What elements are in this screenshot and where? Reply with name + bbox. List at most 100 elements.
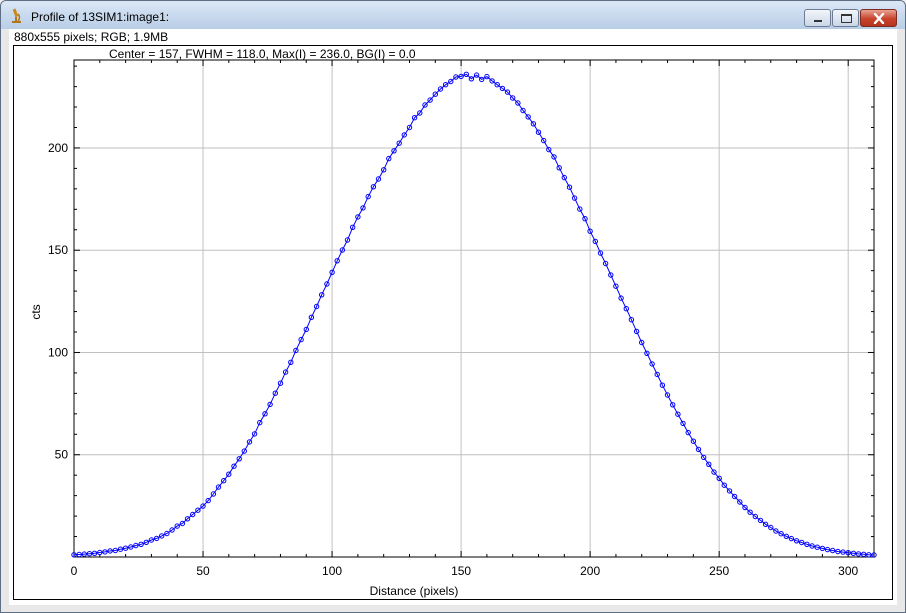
data-point [391, 148, 397, 154]
data-point [406, 124, 413, 131]
data-point [525, 114, 531, 120]
data-point [840, 549, 846, 555]
data-point [649, 361, 655, 367]
data-point [159, 533, 165, 539]
data-point [360, 205, 366, 211]
close-button[interactable] [860, 9, 897, 27]
data-point [442, 82, 449, 88]
data-point [551, 154, 557, 160]
data-point [520, 107, 526, 114]
data-point [778, 531, 784, 537]
title-bar[interactable]: Profile of 13SIM1:image1: [1, 1, 905, 29]
data-point [339, 247, 346, 253]
data-point [355, 214, 361, 220]
data-point [458, 73, 464, 80]
data-point [344, 237, 351, 243]
data-point [499, 85, 506, 92]
data-point [122, 545, 129, 551]
data-point [293, 347, 299, 354]
data-point [644, 350, 650, 356]
data-point [535, 129, 542, 135]
data-point [71, 552, 77, 558]
data-point [148, 537, 155, 543]
data-point [267, 401, 273, 408]
data-point [370, 184, 377, 190]
fit-annotation: Center = 157, FWHM = 118.0, Max(I) = 236… [109, 47, 416, 61]
data-point [401, 132, 407, 138]
data-point [448, 78, 454, 85]
series-markers [71, 71, 877, 558]
data-point [479, 76, 485, 83]
data-point [215, 484, 222, 490]
data-point [654, 371, 660, 378]
data-point [128, 544, 134, 550]
y-axis-label: cts [29, 304, 43, 319]
data-point [417, 110, 423, 116]
plot-grid [74, 60, 874, 557]
data-point [768, 524, 774, 531]
data-point [504, 89, 511, 95]
data-point [809, 543, 815, 549]
data-point [721, 482, 727, 488]
data-point [830, 547, 836, 554]
data-point [365, 193, 371, 200]
data-point [484, 73, 490, 80]
data-point [659, 382, 666, 388]
plot-area [73, 59, 875, 558]
data-point [546, 146, 552, 153]
data-point [473, 72, 480, 78]
data-point [190, 511, 196, 518]
data-point [308, 314, 315, 320]
data-point [613, 283, 619, 289]
data-point [494, 82, 500, 88]
data-point [541, 137, 547, 144]
data-point [231, 463, 237, 469]
data-point [112, 547, 119, 554]
data-point [623, 306, 629, 312]
data-point [319, 292, 325, 298]
data-point [608, 272, 614, 278]
maximize-button[interactable] [832, 9, 859, 27]
data-point [200, 503, 206, 509]
minimize-button[interactable] [804, 9, 831, 27]
data-point [386, 155, 392, 162]
data-point [86, 551, 93, 557]
data-point [396, 140, 402, 146]
data-point [97, 549, 103, 556]
data-point [510, 95, 516, 101]
data-point [205, 497, 211, 504]
data-point [556, 165, 562, 171]
data-point [277, 380, 284, 386]
data-point [845, 550, 851, 556]
data-point [597, 250, 604, 256]
data-point [117, 546, 124, 552]
data-point [303, 326, 309, 333]
microscope-icon [12, 8, 21, 23]
data-point [107, 548, 113, 554]
data-point [675, 411, 681, 417]
data-point [324, 281, 330, 287]
data-point [716, 475, 722, 481]
data-point [184, 516, 191, 522]
data-point [731, 493, 738, 500]
data-point [210, 491, 217, 497]
data-point [711, 469, 717, 475]
data-point [871, 552, 877, 558]
data-point [133, 542, 139, 549]
data-point [515, 100, 521, 106]
series-line [73, 73, 875, 556]
data-point [701, 454, 707, 461]
data-point [102, 549, 108, 555]
data-point [680, 420, 686, 427]
x-tick-label: 100 [322, 564, 342, 578]
data-point [819, 545, 826, 552]
data-point [814, 544, 820, 550]
data-point [432, 91, 438, 97]
x-tick-label: 300 [838, 564, 858, 578]
data-point [298, 336, 304, 343]
data-point [246, 439, 253, 445]
data-point [334, 258, 340, 264]
data-point [195, 507, 201, 513]
data-point [762, 521, 769, 527]
